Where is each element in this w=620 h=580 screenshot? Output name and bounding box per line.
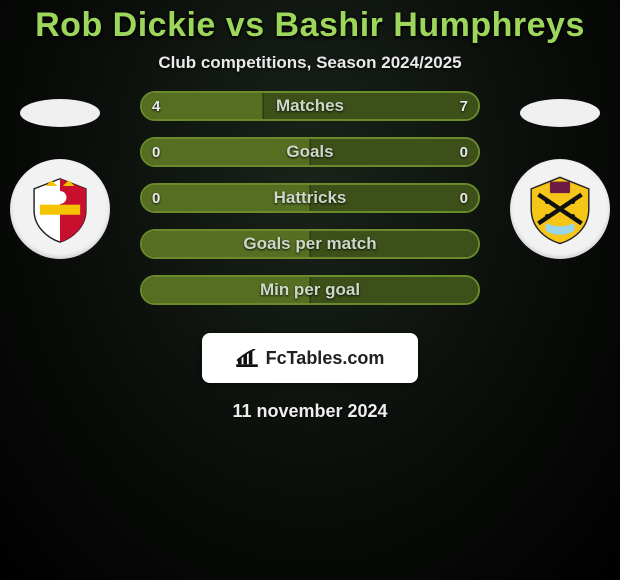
branding-label: FcTables.com xyxy=(266,348,385,369)
stat-value-left: 0 xyxy=(152,185,160,211)
crest-icon xyxy=(24,173,96,245)
stat-label: Matches xyxy=(276,96,344,116)
club-crest-right xyxy=(510,159,610,259)
stat-value-left: 0 xyxy=(152,139,160,165)
stat-value-right: 0 xyxy=(460,139,468,165)
stat-row: Min per goal xyxy=(140,275,480,305)
stat-row: Matches 4 7 xyxy=(140,91,480,121)
player-right xyxy=(500,91,620,321)
stat-row: Goals 0 0 xyxy=(140,137,480,167)
stat-label: Min per goal xyxy=(260,280,360,300)
club-crest-left xyxy=(10,159,110,259)
snapshot-date: 11 november 2024 xyxy=(0,401,620,422)
stat-label: Hattricks xyxy=(274,188,347,208)
branding-badge: FcTables.com xyxy=(202,333,418,383)
fill-right xyxy=(310,139,478,165)
country-flag-left xyxy=(20,99,100,127)
stat-value-right: 0 xyxy=(460,185,468,211)
comparison-card: Rob Dickie vs Bashir Humphreys Club comp… xyxy=(0,0,620,580)
stat-row: Hattricks 0 0 xyxy=(140,183,480,213)
page-title: Rob Dickie vs Bashir Humphreys xyxy=(0,6,620,45)
stat-bars: Matches 4 7 Goals 0 0 Hattricks 0 0 Goals per mat… xyxy=(140,91,480,321)
page-subtitle: Club competitions, Season 2024/2025 xyxy=(0,53,620,73)
fill-left xyxy=(142,139,310,165)
stat-row: Goals per match xyxy=(140,229,480,259)
stat-label: Goals xyxy=(286,142,333,162)
stat-value-right: 7 xyxy=(460,93,468,119)
comparison-stage: Matches 4 7 Goals 0 0 Hattricks 0 0 Goals per mat… xyxy=(0,91,620,321)
crest-icon xyxy=(524,173,596,245)
chart-icon xyxy=(236,349,258,367)
player-left xyxy=(0,91,120,321)
stat-label: Goals per match xyxy=(243,234,376,254)
stat-value-left: 4 xyxy=(152,93,160,119)
country-flag-right xyxy=(520,99,600,127)
